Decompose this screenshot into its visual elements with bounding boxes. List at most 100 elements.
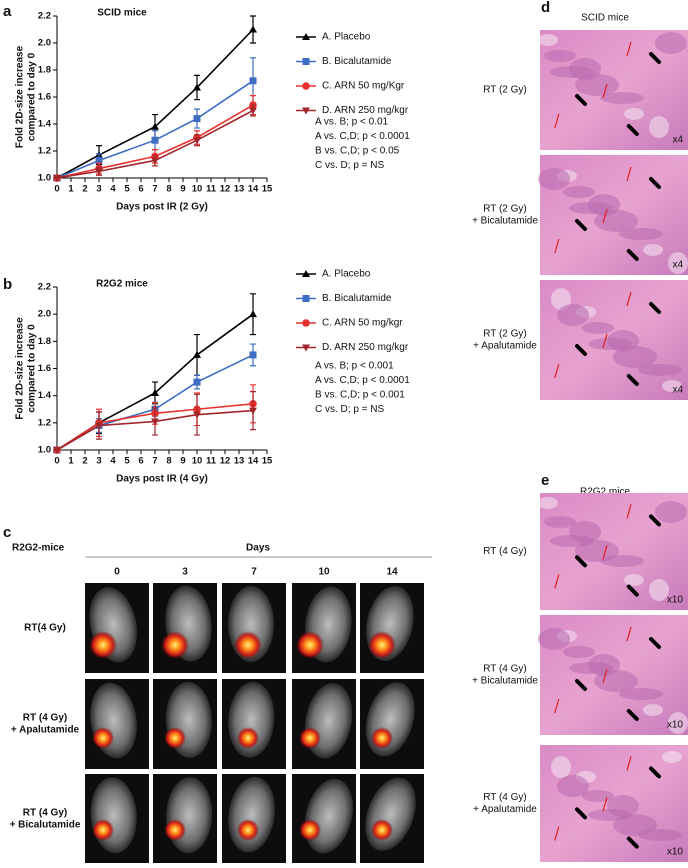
- x-axis-label: Days post IR (4 Gy): [116, 474, 208, 485]
- tissue-texture: [550, 66, 594, 78]
- x-tick-label: 6: [138, 456, 143, 467]
- tissue-texture: [538, 34, 558, 46]
- y-axis-label: Fold 2D-size increase: [15, 45, 26, 148]
- red-arrow: [626, 626, 632, 642]
- tissue-texture: [662, 380, 682, 392]
- condition-label: + Bicalutamide: [472, 216, 538, 227]
- tumor-signal: [92, 819, 114, 841]
- x-tick-label: 5: [124, 456, 130, 467]
- tissue-texture: [624, 108, 644, 120]
- magnification: x4: [672, 135, 683, 146]
- tissue-texture: [575, 74, 619, 96]
- x-tick-label: 14: [248, 456, 259, 467]
- marker: [302, 58, 310, 65]
- condition-label: RT (2 Gy): [483, 85, 527, 96]
- black-arrow: [649, 637, 661, 649]
- red-arrow: [554, 574, 560, 589]
- tissue-texture: [638, 364, 682, 376]
- marker: [249, 351, 257, 359]
- black-arrow: [626, 374, 639, 386]
- marker: [302, 344, 310, 352]
- black-arrow: [575, 94, 587, 106]
- tumor-signal: [299, 819, 321, 841]
- red-arrow: [554, 698, 560, 714]
- row-label: RT (4 Gy): [23, 808, 67, 819]
- condition-label: + Apalutamide: [473, 341, 537, 352]
- tissue-texture: [538, 628, 570, 650]
- black-arrow: [649, 766, 661, 779]
- legend-label: B. Bicalutamide: [322, 56, 392, 67]
- x-tick-label: 10: [192, 184, 203, 195]
- condition-label: RT (4 Gy): [483, 664, 527, 675]
- marker: [249, 407, 257, 415]
- marker: [95, 168, 103, 176]
- tissue-texture: [550, 535, 594, 547]
- tissue-texture: [544, 50, 576, 62]
- tissue-texture: [538, 497, 558, 509]
- x-tick-label: 0: [54, 456, 59, 467]
- x-tick-label: 8: [166, 184, 171, 195]
- stat-annotation: C vs. D; p = NS: [315, 404, 385, 415]
- x-tick-label: 12: [220, 184, 231, 195]
- red-arrow: [602, 333, 608, 349]
- legend-label: D. ARN 250 mg/kgr: [322, 105, 409, 116]
- tissue-texture: [668, 252, 688, 274]
- tissue-texture: [613, 346, 657, 368]
- tumor-signal: [296, 631, 324, 659]
- marker: [151, 388, 159, 396]
- magnification: x4: [672, 260, 683, 271]
- red-arrow: [602, 668, 608, 684]
- stat-annotation: C vs. D; p = NS: [315, 160, 385, 171]
- marker: [193, 115, 201, 123]
- x-tick-label: 12: [220, 456, 231, 467]
- tissue-texture: [563, 186, 595, 198]
- x-axis-label: Days post IR (2 Gy): [116, 202, 208, 213]
- y-tick-label: 2.2: [38, 282, 51, 293]
- x-tick-label: 13: [234, 184, 245, 195]
- red-arrow: [626, 41, 632, 57]
- chart-title: R2G2 mice: [96, 279, 148, 290]
- panel-letter: a: [3, 3, 12, 20]
- magnification: x10: [667, 720, 684, 731]
- legend-label: A. Placebo: [322, 32, 371, 43]
- y-tick-label: 2.2: [38, 11, 51, 22]
- condition-label: RT (4 Gy): [483, 546, 527, 557]
- histology-title: R2G2 mice: [580, 487, 630, 498]
- day-label: 10: [318, 567, 330, 578]
- x-tick-label: 6: [138, 184, 143, 195]
- tissue-texture: [655, 501, 687, 523]
- stat-annotation: A vs. C,D; p < 0.0001: [315, 131, 410, 142]
- marker: [53, 447, 61, 454]
- legend-label: C. ARN 50 mg/kgr: [322, 318, 403, 329]
- y-tick-label: 2.0: [38, 309, 51, 320]
- red-arrow: [602, 83, 608, 99]
- marker: [151, 418, 159, 426]
- legend-label: D. ARN 250 mg/kgr: [322, 342, 409, 353]
- tissue-texture: [563, 646, 595, 658]
- black-arrow: [626, 584, 639, 597]
- marker: [95, 156, 103, 164]
- x-tick-label: 13: [234, 456, 245, 467]
- tissue-texture: [643, 704, 663, 716]
- x-tick-label: 2: [82, 184, 87, 195]
- tumor-signal: [164, 727, 186, 749]
- x-tick-label: 3: [96, 184, 101, 195]
- marker: [302, 270, 310, 277]
- black-arrow: [575, 555, 587, 568]
- row-label: RT (4 Gy): [23, 713, 67, 724]
- marker: [302, 107, 310, 115]
- histology-title: SCID mice: [581, 13, 629, 24]
- legend-label: B. Bicalutamide: [322, 293, 392, 304]
- legend-label: C. ARN 50 mg/Kgr: [322, 81, 405, 92]
- column-header: Days: [246, 543, 270, 554]
- tissue-texture: [569, 662, 613, 674]
- x-tick-label: 15: [262, 456, 273, 467]
- red-arrow: [626, 291, 632, 307]
- y-tick-label: 1.6: [38, 92, 51, 103]
- row-label: RT(4 Gy): [24, 623, 66, 634]
- day-label: 7: [251, 567, 257, 578]
- marker: [193, 83, 201, 91]
- tumor-signal: [164, 819, 186, 841]
- tumor-signal: [371, 727, 393, 749]
- condition-label: RT (2 Gy): [483, 329, 527, 340]
